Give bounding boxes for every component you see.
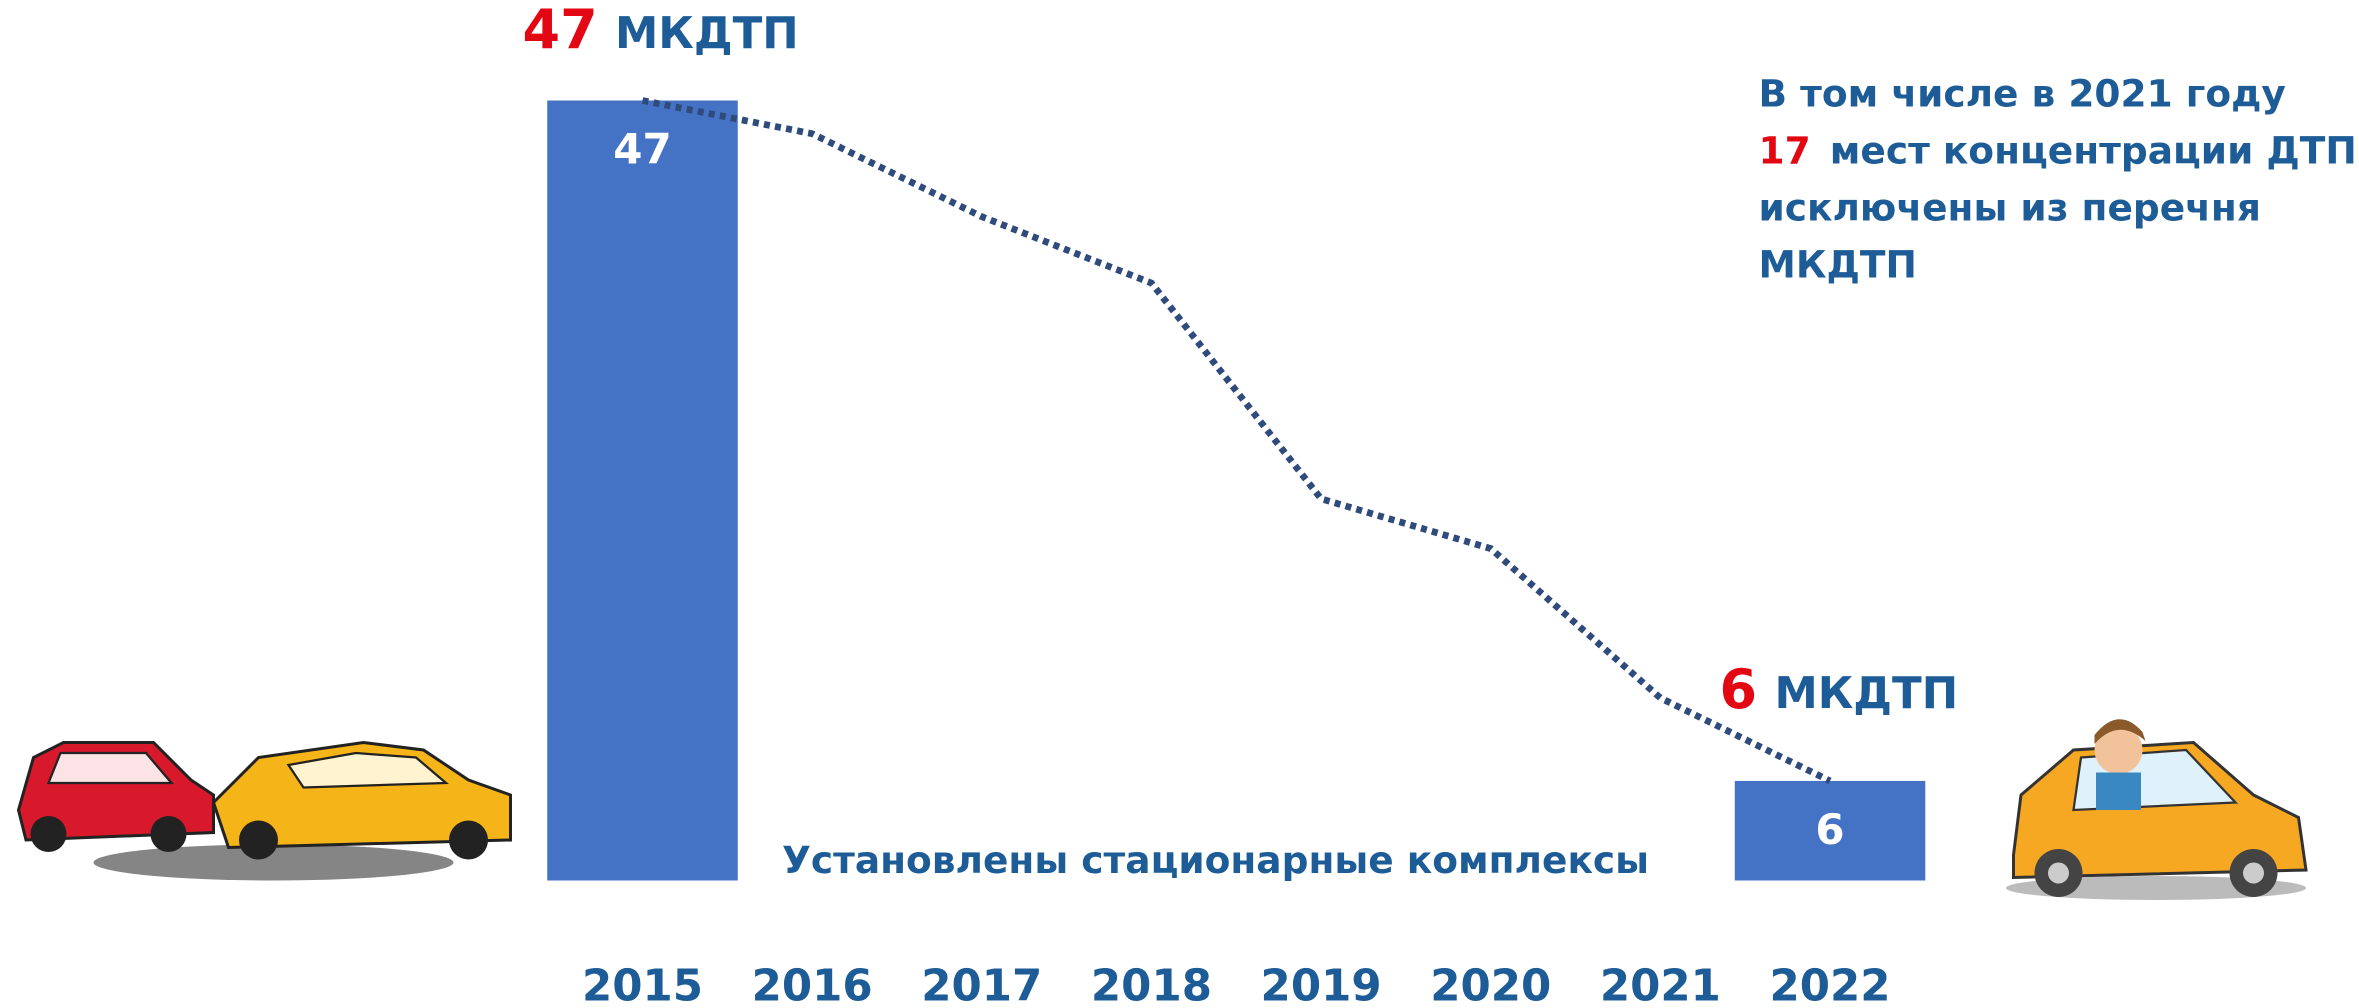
note-line: исключены из перечня bbox=[1759, 186, 2261, 230]
x-tick-label: 2022 bbox=[1770, 962, 1891, 1008]
trend-line bbox=[643, 101, 1831, 781]
x-tick-label: 2016 bbox=[752, 962, 873, 1008]
note-line: В том числе в 2021 году bbox=[1759, 72, 2286, 116]
x-tick-label: 2018 bbox=[1091, 962, 1212, 1008]
x-tick-label: 2015 bbox=[582, 962, 703, 1008]
annotation-number: 6 bbox=[1720, 658, 1758, 721]
annotation: 47 МКДТП bbox=[523, 0, 799, 61]
bar-value-label: 47 bbox=[613, 125, 671, 174]
x-tick-label: 2021 bbox=[1600, 962, 1721, 1008]
chart: 47 МКДТП 6 МКДТП В том числе в 2021 году… bbox=[0, 0, 2359, 1008]
bar-value-label: 6 bbox=[1815, 805, 1844, 854]
note-number: 17 bbox=[1759, 129, 1811, 173]
annotation: 6 МКДТП bbox=[1720, 658, 1959, 721]
annotation-number: 47 bbox=[523, 0, 598, 61]
page: 47 МКДТП 6 МКДТП В том числе в 2021 году… bbox=[0, 0, 2359, 1008]
caption: Установлены стационарные комплексы bbox=[782, 838, 1649, 882]
annotation-unit: МКДТП bbox=[1774, 669, 1958, 719]
note-line: МКДТП bbox=[1759, 243, 1917, 287]
x-tick-label: 2020 bbox=[1430, 962, 1551, 1008]
car-illustration bbox=[2006, 719, 2306, 900]
note-text: мест концентрации ДТП bbox=[1830, 129, 2357, 173]
annotation-unit: МКДТП bbox=[615, 9, 799, 59]
x-tick-label: 2019 bbox=[1261, 962, 1382, 1008]
note: В том числе в 2021 году 17 мест концентр… bbox=[1759, 72, 2357, 287]
x-tick-label: 2017 bbox=[921, 962, 1042, 1008]
bar bbox=[547, 101, 738, 881]
crash-illustration bbox=[19, 743, 511, 881]
note-line: 17 мест концентрации ДТП bbox=[1759, 129, 2357, 173]
